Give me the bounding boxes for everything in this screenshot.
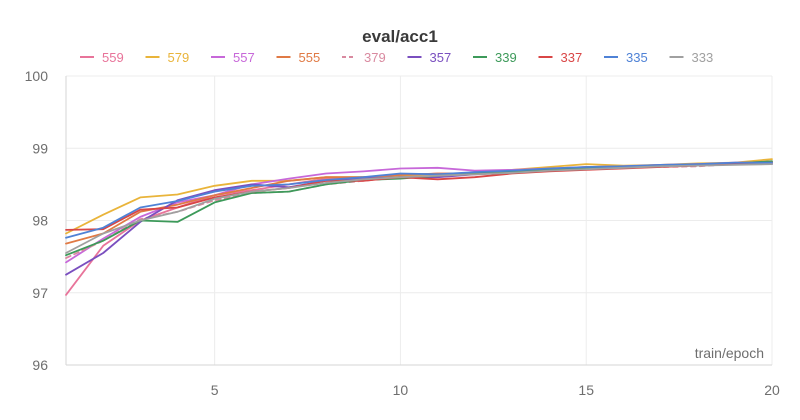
grid <box>66 75 773 366</box>
y-tick-label: 96 <box>32 357 48 373</box>
legend-label-333: 333 <box>692 50 714 65</box>
series-line-333 <box>65 163 773 254</box>
series-line-335 <box>65 161 773 239</box>
x-tick-label: 15 <box>578 382 594 398</box>
legend-label-357: 357 <box>430 50 452 65</box>
legend-label-559: 559 <box>102 50 124 65</box>
x-axis-title: train/epoch <box>695 345 764 361</box>
legend-label-557: 557 <box>233 50 255 65</box>
x-tick-label: 5 <box>211 382 219 398</box>
legend-label-379: 379 <box>364 50 386 65</box>
series-lines <box>65 158 773 296</box>
series-line-357 <box>65 162 773 276</box>
legend: 559 579 557 555 379 357 339 337 335 333 <box>80 50 713 65</box>
x-tick-label: 20 <box>764 382 780 398</box>
series-line-559 <box>65 161 773 296</box>
y-tick-label: 100 <box>25 68 49 84</box>
legend-label-555: 555 <box>299 50 321 65</box>
y-tick-label: 98 <box>32 213 48 229</box>
axes: 96 97 98 99 100 5 10 15 20 <box>25 68 780 398</box>
legend-label-335: 335 <box>626 50 648 65</box>
chart-title: eval/acc1 <box>362 27 438 46</box>
x-tick-label: 10 <box>393 382 409 398</box>
y-tick-label: 97 <box>32 285 48 301</box>
legend-label-339: 339 <box>495 50 517 65</box>
y-tick-label: 99 <box>32 140 48 156</box>
legend-label-579: 579 <box>168 50 190 65</box>
series-line-337 <box>65 161 773 231</box>
legend-label-337: 337 <box>561 50 583 65</box>
